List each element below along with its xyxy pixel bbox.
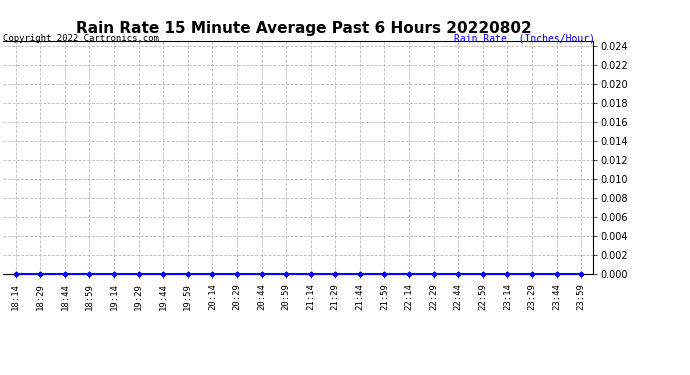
Text: Copyright 2022 Cartronics.com: Copyright 2022 Cartronics.com	[3, 34, 159, 43]
Text: Rain Rate 15 Minute Average Past 6 Hours 20220802: Rain Rate 15 Minute Average Past 6 Hours…	[76, 21, 531, 36]
Text: Rain Rate  (Inches/Hour): Rain Rate (Inches/Hour)	[454, 34, 595, 44]
